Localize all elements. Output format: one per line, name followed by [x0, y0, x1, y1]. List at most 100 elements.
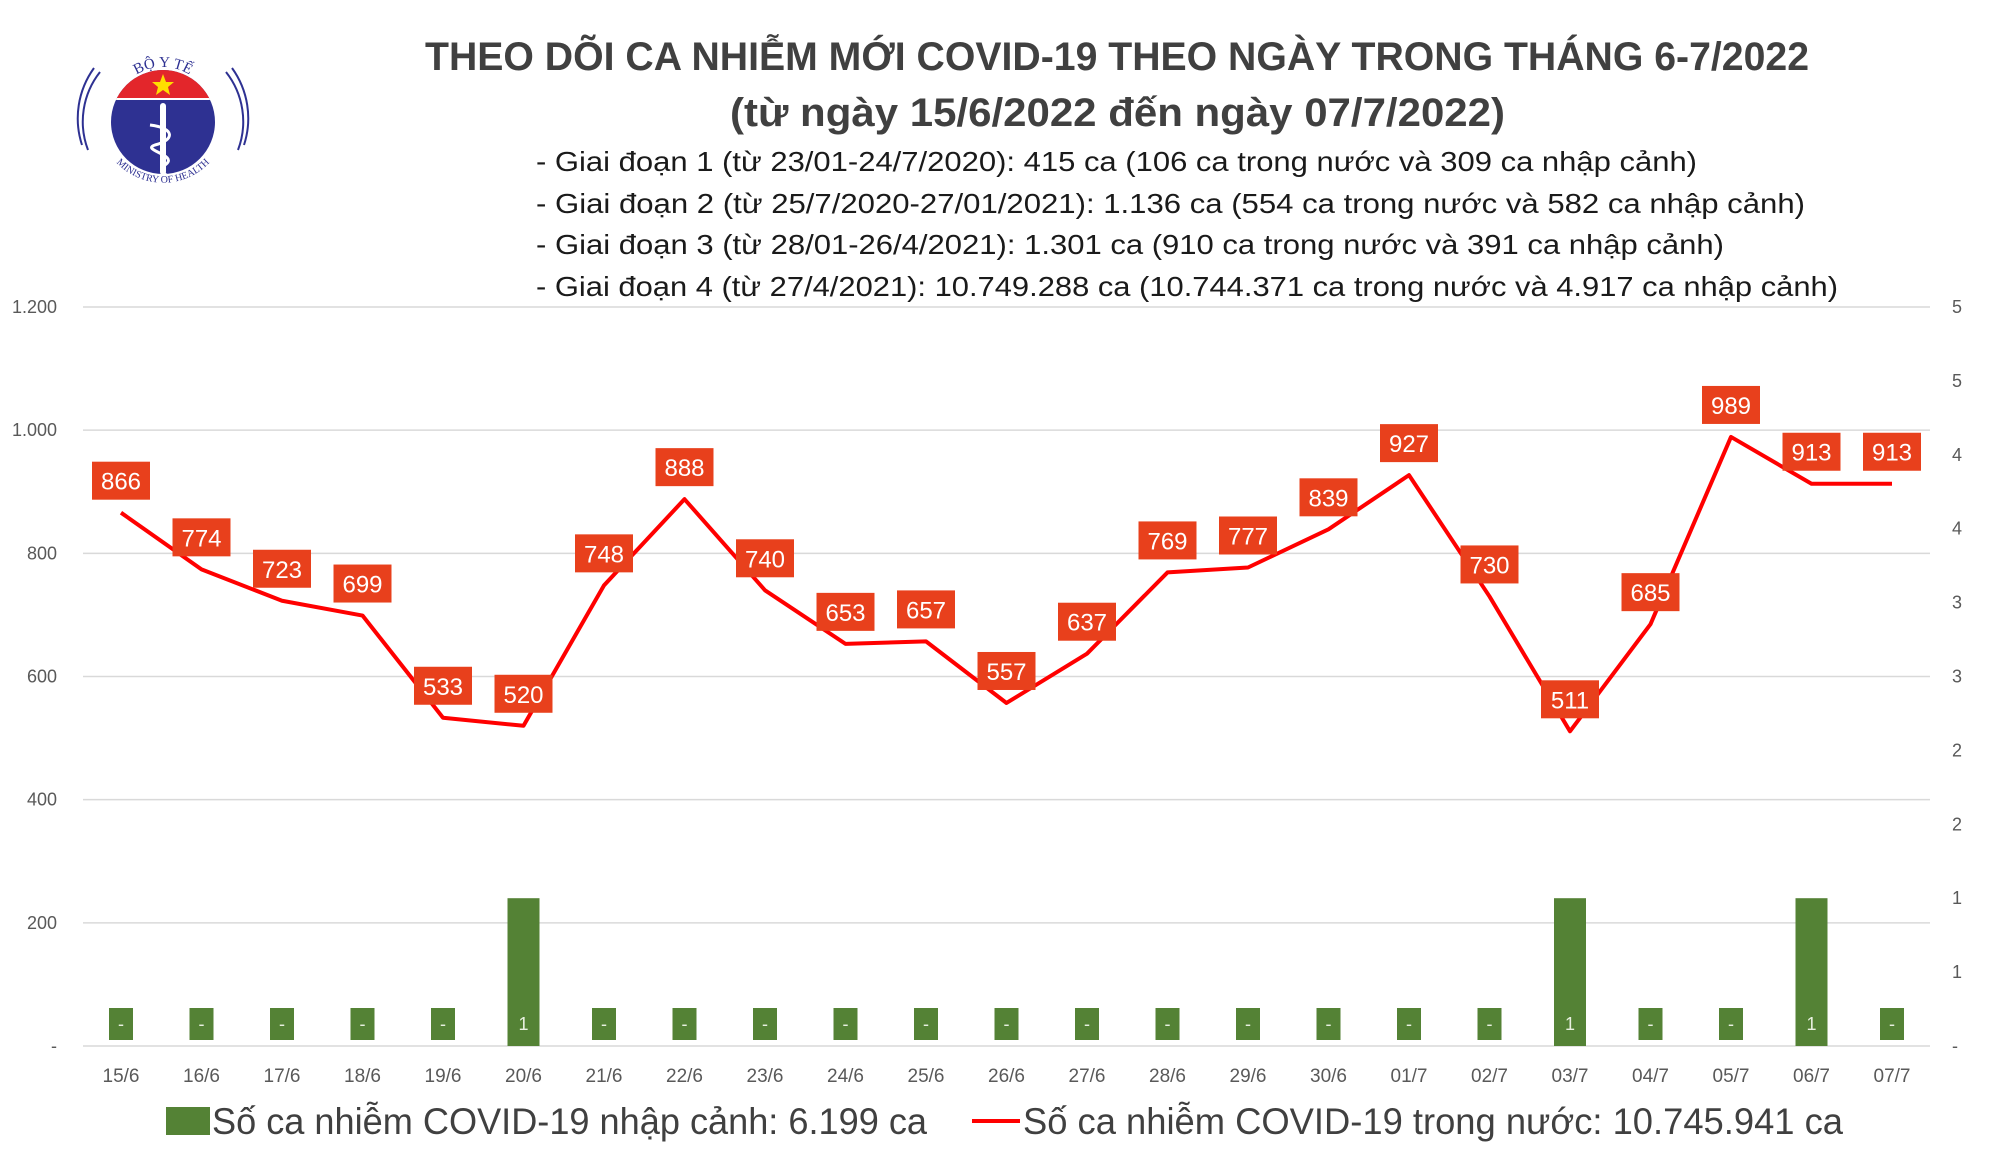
- import-bar-data-label: -: [923, 1014, 929, 1034]
- y-left-tick-label: -: [51, 1036, 57, 1056]
- import-bar-data-label: -: [601, 1014, 607, 1034]
- y-left-tick-label: 200: [27, 913, 57, 933]
- domestic-data-label-box: [333, 564, 392, 603]
- legend-label-import: Số ca nhiễm COVID-19 nhập cảnh: 6.199 ca: [212, 1101, 927, 1142]
- info-line-phase-4: - Giai đoạn 4 (từ 27/4/2021): 10.749.288…: [536, 271, 1838, 302]
- import-bar-label-box: [1236, 1008, 1260, 1040]
- x-tick-label: 25/6: [908, 1066, 945, 1087]
- import-bar-label-box: [1155, 1008, 1180, 1040]
- import-bar-data-label: -: [1326, 1014, 1332, 1034]
- x-tick-label: 07/7: [1874, 1066, 1911, 1087]
- domestic-data-label-box: [172, 518, 231, 557]
- import-bar-data-label: -: [199, 1014, 205, 1034]
- domestic-data-label: 699: [342, 572, 382, 599]
- import-bar-label-box: [1075, 1008, 1099, 1040]
- info-line-phase-1: - Giai đoạn 1 (từ 23/01-24/7/2020): 415 …: [536, 146, 1697, 177]
- domestic-data-label-box: [1380, 424, 1438, 463]
- domestic-data-label: 685: [1630, 580, 1670, 607]
- import-bar-data-label: -: [843, 1014, 849, 1034]
- x-tick-label: 23/6: [747, 1066, 784, 1087]
- star-icon: [152, 74, 174, 95]
- y-right-tick-label: 4: [1952, 519, 1962, 539]
- domestic-data-label-box: [1702, 385, 1760, 424]
- domestic-data-label: 866: [101, 469, 141, 496]
- domestic-data-label-box: [494, 674, 553, 713]
- x-tick-label: 05/7: [1713, 1066, 1750, 1087]
- domestic-data-label: 748: [584, 541, 624, 568]
- x-tick-label: 28/6: [1149, 1066, 1186, 1087]
- domestic-data-label-box: [655, 448, 714, 487]
- logo-text-top: BỘ Y TẾ: [131, 55, 196, 78]
- domestic-data-label: 913: [1791, 440, 1831, 467]
- domestic-data-label-box: [1621, 573, 1680, 612]
- legend: Số ca nhiễm COVID-19 nhập cảnh: 6.199 ca…: [166, 1101, 1843, 1142]
- domestic-data-label-box: [736, 539, 794, 578]
- domestic-data-label: 769: [1147, 528, 1187, 555]
- import-bar-data-label: -: [118, 1014, 124, 1034]
- import-bar-data-label: -: [1245, 1014, 1251, 1034]
- domestic-data-label-box: [414, 666, 472, 705]
- import-bar-data-label: -: [1165, 1014, 1171, 1034]
- right-y-axis: - 1 1 2 2 3 3 4 4 5 5: [1952, 297, 1962, 1056]
- domestic-data-label: 774: [181, 525, 221, 552]
- import-bar-label-box: [672, 1008, 697, 1040]
- import-bar-label-box: [350, 1008, 375, 1040]
- import-cases-bars: - - - - - 1 - - - - - - - - - - - - 1 - - 1 -: [109, 898, 1904, 1046]
- x-tick-label: 03/7: [1552, 1066, 1589, 1087]
- legend-swatch-import: [166, 1107, 210, 1135]
- import-bar-label-box: [109, 1008, 133, 1040]
- import-bar-data-label: -: [1487, 1014, 1493, 1034]
- domestic-data-label: 533: [423, 674, 463, 701]
- x-tick-label: 22/6: [666, 1066, 703, 1087]
- import-bar: [507, 898, 540, 1046]
- import-bar-data-label: 1: [1565, 1014, 1575, 1034]
- domestic-data-label-box: [1863, 432, 1921, 471]
- x-tick-label: 24/6: [827, 1066, 864, 1087]
- svg-text:BỘ Y TẾ: BỘ Y TẾ: [131, 55, 196, 78]
- import-bar-label-box: [1477, 1008, 1502, 1040]
- import-bar-data-label: -: [1648, 1014, 1654, 1034]
- domestic-data-label-box: [1460, 545, 1519, 584]
- import-bar-data-label: -: [1406, 1014, 1412, 1034]
- import-bar-label-box: [914, 1008, 938, 1040]
- x-tick-label: 06/7: [1793, 1066, 1830, 1087]
- y-left-tick-label: 600: [27, 667, 57, 687]
- import-bar-label-box: [833, 1008, 858, 1040]
- domestic-data-label-box: [816, 592, 875, 631]
- import-bar-label-box: [189, 1008, 214, 1040]
- domestic-data-label: 927: [1389, 431, 1429, 458]
- chart-title: THEO DÕI CA NHIỄM MỚI COVID-19 THEO NGÀY…: [425, 33, 1809, 79]
- domestic-data-label-box: [575, 534, 633, 573]
- domestic-data-label: 520: [503, 682, 543, 709]
- domestic-data-label-box: [1541, 680, 1599, 719]
- x-tick-label: 02/7: [1471, 1066, 1508, 1087]
- import-bar: [1795, 898, 1828, 1046]
- domestic-data-label-box: [253, 549, 311, 588]
- y-right-tick-label: 5: [1952, 371, 1962, 391]
- domestic-data-label: 653: [825, 600, 865, 627]
- y-left-tick-label: 400: [27, 790, 57, 810]
- y-right-tick-label: 5: [1952, 297, 1962, 317]
- x-axis: 15/6 16/6 17/6 18/6 19/6 20/6 21/6 22/6 23/6 24/6…: [103, 1066, 1911, 1087]
- x-tick-label: 21/6: [586, 1066, 623, 1087]
- import-bar-data-label: -: [682, 1014, 688, 1034]
- import-bar-data-label: -: [279, 1014, 285, 1034]
- import-bar-label-box: [1719, 1008, 1743, 1040]
- domestic-data-label: 637: [1067, 610, 1107, 637]
- x-tick-label: 26/6: [988, 1066, 1025, 1087]
- domestic-data-label-box: [897, 590, 955, 629]
- import-bar-data-label: -: [1728, 1014, 1734, 1034]
- domestic-data-label: 913: [1872, 440, 1912, 467]
- ministry-of-health-logo: BỘ Y TẾ MINISTRY OF HEALTH: [76, 55, 250, 186]
- domestic-data-label: 888: [664, 455, 704, 482]
- import-bar-data-label: -: [1004, 1014, 1010, 1034]
- domestic-data-labels: 866 774 723 699 533 520 748 888 740 653 657 557 637 7…: [92, 385, 1921, 719]
- domestic-data-label: 723: [262, 557, 302, 584]
- legend-label-domestic: Số ca nhiễm COVID-19 trong nước: 10.745.…: [1023, 1101, 1843, 1142]
- domestic-data-label: 989: [1711, 393, 1751, 420]
- y-right-tick-label: 2: [1952, 814, 1962, 834]
- domestic-data-label-box: [1299, 478, 1358, 517]
- x-tick-label: 04/7: [1632, 1066, 1669, 1087]
- import-bar-data-label: -: [440, 1014, 446, 1034]
